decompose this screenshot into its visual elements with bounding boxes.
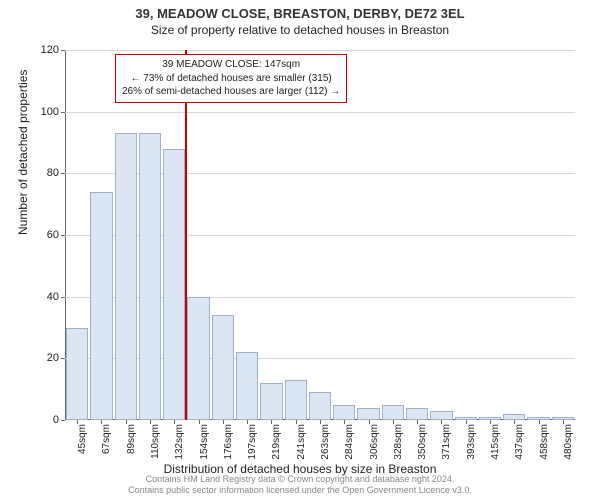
y-tick-mark xyxy=(61,112,65,113)
x-tick-label: 45sqm xyxy=(77,424,88,454)
histogram-bar xyxy=(115,133,137,420)
x-tick-label: 328sqm xyxy=(393,424,404,460)
y-tick-mark xyxy=(61,50,65,51)
x-tick-mark xyxy=(539,420,540,424)
y-tick-mark xyxy=(61,235,65,236)
x-tick-mark xyxy=(150,420,151,424)
x-tick-label: 458sqm xyxy=(539,424,550,460)
histogram-bar xyxy=(66,328,88,421)
y-tick-mark xyxy=(61,420,65,421)
x-tick-mark xyxy=(466,420,467,424)
gridline xyxy=(65,50,575,51)
x-tick-label: 67sqm xyxy=(101,424,112,454)
x-tick-label: 393sqm xyxy=(466,424,477,460)
x-tick-mark xyxy=(223,420,224,424)
x-tick-mark xyxy=(101,420,102,424)
x-tick-mark xyxy=(296,420,297,424)
y-tick-label: 60 xyxy=(47,229,59,241)
x-tick-label: 110sqm xyxy=(150,424,161,459)
x-tick-label: 371sqm xyxy=(441,424,452,460)
y-tick-label: 80 xyxy=(47,167,59,179)
x-tick-label: 306sqm xyxy=(369,424,380,460)
x-tick-label: 176sqm xyxy=(223,424,234,460)
x-tick-mark xyxy=(174,420,175,424)
y-tick-label: 0 xyxy=(53,414,59,426)
histogram-bar xyxy=(139,133,161,420)
credits-line2: Contains public sector information licen… xyxy=(0,485,600,496)
x-tick-label: 284sqm xyxy=(344,424,355,460)
histogram-bar xyxy=(333,405,355,420)
y-tick-label: 40 xyxy=(47,291,59,303)
credits: Contains HM Land Registry data © Crown c… xyxy=(0,474,600,496)
x-tick-label: 132sqm xyxy=(174,424,185,460)
x-tick-mark xyxy=(441,420,442,424)
x-tick-mark xyxy=(514,420,515,424)
x-tick-mark xyxy=(126,420,127,424)
x-tick-mark xyxy=(77,420,78,424)
x-tick-mark xyxy=(563,420,564,424)
x-tick-mark xyxy=(199,420,200,424)
histogram-bar xyxy=(309,392,331,420)
chart-container: 39, MEADOW CLOSE, BREASTON, DERBY, DE72 … xyxy=(0,0,600,500)
histogram-bar xyxy=(406,408,428,420)
x-tick-mark xyxy=(490,420,491,424)
x-tick-mark xyxy=(393,420,394,424)
x-tick-label: 350sqm xyxy=(417,424,428,460)
histogram-bar xyxy=(357,408,379,420)
x-tick-mark xyxy=(344,420,345,424)
x-tick-label: 89sqm xyxy=(126,424,137,454)
x-tick-mark xyxy=(369,420,370,424)
annotation-line1: 39 MEADOW CLOSE: 147sqm xyxy=(122,58,340,72)
histogram-bar xyxy=(285,380,307,420)
annotation-line3: 26% of semi-detached houses are larger (… xyxy=(122,85,340,99)
x-tick-label: 437sqm xyxy=(514,424,525,460)
annotation-box: 39 MEADOW CLOSE: 147sqm← 73% of detached… xyxy=(115,54,347,103)
chart-title: 39, MEADOW CLOSE, BREASTON, DERBY, DE72 … xyxy=(0,0,600,21)
marker-line xyxy=(185,50,187,420)
histogram-bar xyxy=(90,192,112,420)
x-tick-label: 415sqm xyxy=(490,424,501,460)
chart-subtitle: Size of property relative to detached ho… xyxy=(0,23,600,37)
x-tick-label: 219sqm xyxy=(271,424,282,460)
x-tick-label: 263sqm xyxy=(320,424,331,460)
x-tick-label: 197sqm xyxy=(247,424,258,460)
x-tick-label: 480sqm xyxy=(563,424,574,460)
y-tick-mark xyxy=(61,358,65,359)
y-tick-mark xyxy=(61,297,65,298)
histogram-bar xyxy=(382,405,404,420)
gridline xyxy=(65,112,575,113)
x-tick-mark xyxy=(417,420,418,424)
histogram-bar xyxy=(260,383,282,420)
histogram-bar xyxy=(236,352,258,420)
histogram-bar xyxy=(212,315,234,420)
x-tick-mark xyxy=(271,420,272,424)
x-tick-mark xyxy=(320,420,321,424)
y-tick-label: 120 xyxy=(41,44,59,56)
x-tick-label: 241sqm xyxy=(296,424,307,460)
y-tick-mark xyxy=(61,173,65,174)
histogram-bar xyxy=(430,411,452,420)
x-tick-label: 154sqm xyxy=(199,424,210,460)
histogram-bar xyxy=(163,149,185,420)
histogram-bar xyxy=(187,297,209,420)
credits-line1: Contains HM Land Registry data © Crown c… xyxy=(0,474,600,485)
annotation-line2: ← 73% of detached houses are smaller (31… xyxy=(122,72,340,86)
y-tick-label: 20 xyxy=(47,352,59,364)
x-tick-mark xyxy=(247,420,248,424)
plot-area: 02040608010012045sqm67sqm89sqm110sqm132s… xyxy=(65,50,575,420)
y-tick-label: 100 xyxy=(41,106,59,118)
y-axis-title: Number of detached properties xyxy=(16,70,30,235)
